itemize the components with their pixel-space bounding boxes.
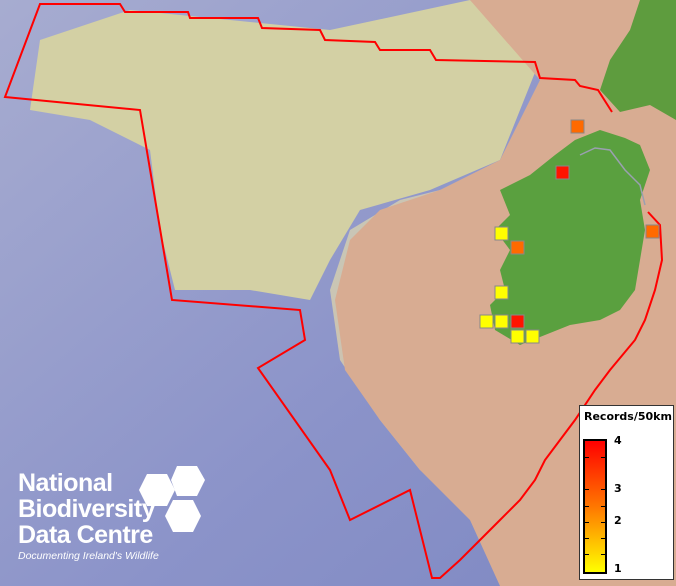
logo-line-2: Biodiversity [18,495,156,523]
record-square[interactable] [510,329,525,344]
land-britain [600,0,676,120]
legend-label-4: 4 [614,434,622,447]
legend-color-ramp [583,439,607,574]
record-square[interactable] [525,329,540,344]
record-square[interactable] [494,285,509,300]
legend-label-1: 1 [614,562,622,575]
record-square[interactable] [494,226,509,241]
legend-label-2: 2 [614,514,622,527]
hexagon-logo-icon [139,466,205,532]
record-square[interactable] [645,224,660,239]
logo-line-1: National [18,469,113,497]
record-square[interactable] [479,314,494,329]
border-line [579,147,646,206]
legend: Records/50km 4 3 2 1 [579,405,674,580]
nbdc-logo: National Biodiversity Data Centre Docume… [18,466,205,562]
record-square[interactable] [555,165,570,180]
record-square[interactable] [570,119,585,134]
logo-tagline: Documenting Ireland's Wildlife [18,550,159,562]
record-square[interactable] [510,240,525,255]
legend-label-3: 3 [614,482,622,495]
land-ireland [490,130,650,345]
record-square[interactable] [510,314,525,329]
shelf-upper [30,0,540,300]
logo-line-3: Data Centre [18,521,153,549]
legend-title: Records/50km [584,410,672,423]
record-square[interactable] [494,314,509,329]
